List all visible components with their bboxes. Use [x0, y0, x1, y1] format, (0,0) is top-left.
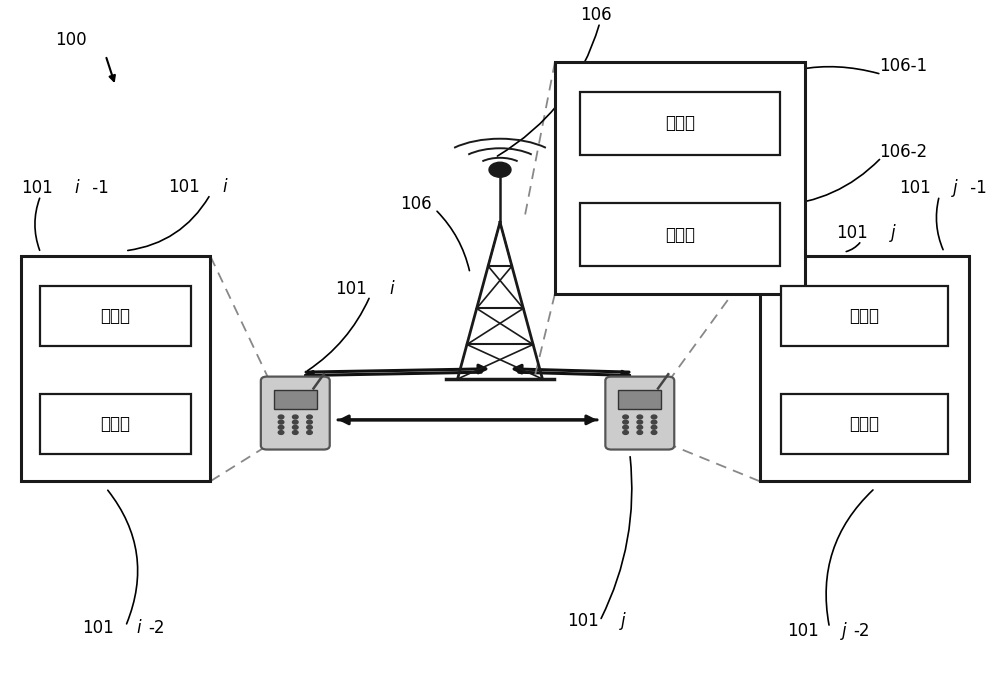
Text: j: j — [621, 613, 625, 630]
Text: -1: -1 — [965, 179, 987, 197]
Text: i: i — [389, 280, 394, 298]
Circle shape — [307, 420, 312, 424]
Circle shape — [623, 420, 628, 424]
Circle shape — [623, 430, 628, 434]
FancyBboxPatch shape — [605, 376, 674, 449]
Text: j: j — [953, 179, 958, 197]
Circle shape — [623, 426, 628, 429]
Circle shape — [307, 426, 312, 429]
Bar — [580, 92, 780, 155]
Text: 101: 101 — [837, 224, 868, 242]
Circle shape — [489, 163, 511, 177]
Circle shape — [651, 430, 657, 434]
Text: i: i — [75, 179, 79, 197]
Text: 101: 101 — [168, 178, 200, 195]
Text: i: i — [222, 178, 227, 195]
Text: 106-1: 106-1 — [879, 57, 928, 75]
Bar — [618, 391, 661, 408]
Circle shape — [651, 415, 657, 419]
Bar — [40, 393, 191, 454]
Bar — [760, 256, 969, 482]
Circle shape — [278, 420, 284, 424]
Text: 101: 101 — [83, 619, 114, 637]
Bar — [555, 62, 805, 294]
Text: -1: -1 — [87, 179, 108, 197]
Circle shape — [292, 430, 298, 434]
Bar — [40, 285, 191, 346]
Text: 106: 106 — [580, 5, 612, 24]
Bar — [580, 204, 780, 266]
Circle shape — [651, 426, 657, 429]
Circle shape — [623, 415, 628, 419]
Circle shape — [278, 415, 284, 419]
Circle shape — [278, 426, 284, 429]
Text: 收发器: 收发器 — [665, 115, 695, 133]
Text: 收发器: 收发器 — [849, 307, 879, 325]
Circle shape — [292, 415, 298, 419]
Circle shape — [637, 426, 643, 429]
Text: 101: 101 — [788, 622, 819, 640]
Bar — [781, 393, 948, 454]
Text: 100: 100 — [56, 31, 87, 49]
Text: -2: -2 — [148, 619, 165, 637]
Text: i: i — [137, 619, 141, 637]
Bar — [274, 391, 317, 408]
Text: j: j — [890, 224, 895, 242]
Text: j: j — [842, 622, 846, 640]
Text: 101: 101 — [21, 179, 52, 197]
Circle shape — [637, 430, 643, 434]
Text: 收发器: 收发器 — [101, 307, 131, 325]
Circle shape — [637, 415, 643, 419]
Text: 106: 106 — [400, 195, 432, 212]
Text: -2: -2 — [854, 622, 870, 640]
Circle shape — [637, 420, 643, 424]
Bar — [781, 285, 948, 346]
Bar — [21, 256, 210, 482]
Circle shape — [278, 430, 284, 434]
Text: 处理器: 处理器 — [101, 415, 131, 433]
Circle shape — [651, 420, 657, 424]
Text: 101: 101 — [567, 613, 599, 630]
Text: 106-2: 106-2 — [879, 143, 928, 161]
Circle shape — [292, 420, 298, 424]
Circle shape — [292, 426, 298, 429]
Text: 处理器: 处理器 — [849, 415, 879, 433]
Text: 101: 101 — [899, 179, 931, 197]
Text: 101: 101 — [335, 280, 367, 298]
FancyBboxPatch shape — [261, 376, 330, 449]
Text: 处理器: 处理器 — [665, 225, 695, 244]
Circle shape — [307, 430, 312, 434]
Circle shape — [307, 415, 312, 419]
